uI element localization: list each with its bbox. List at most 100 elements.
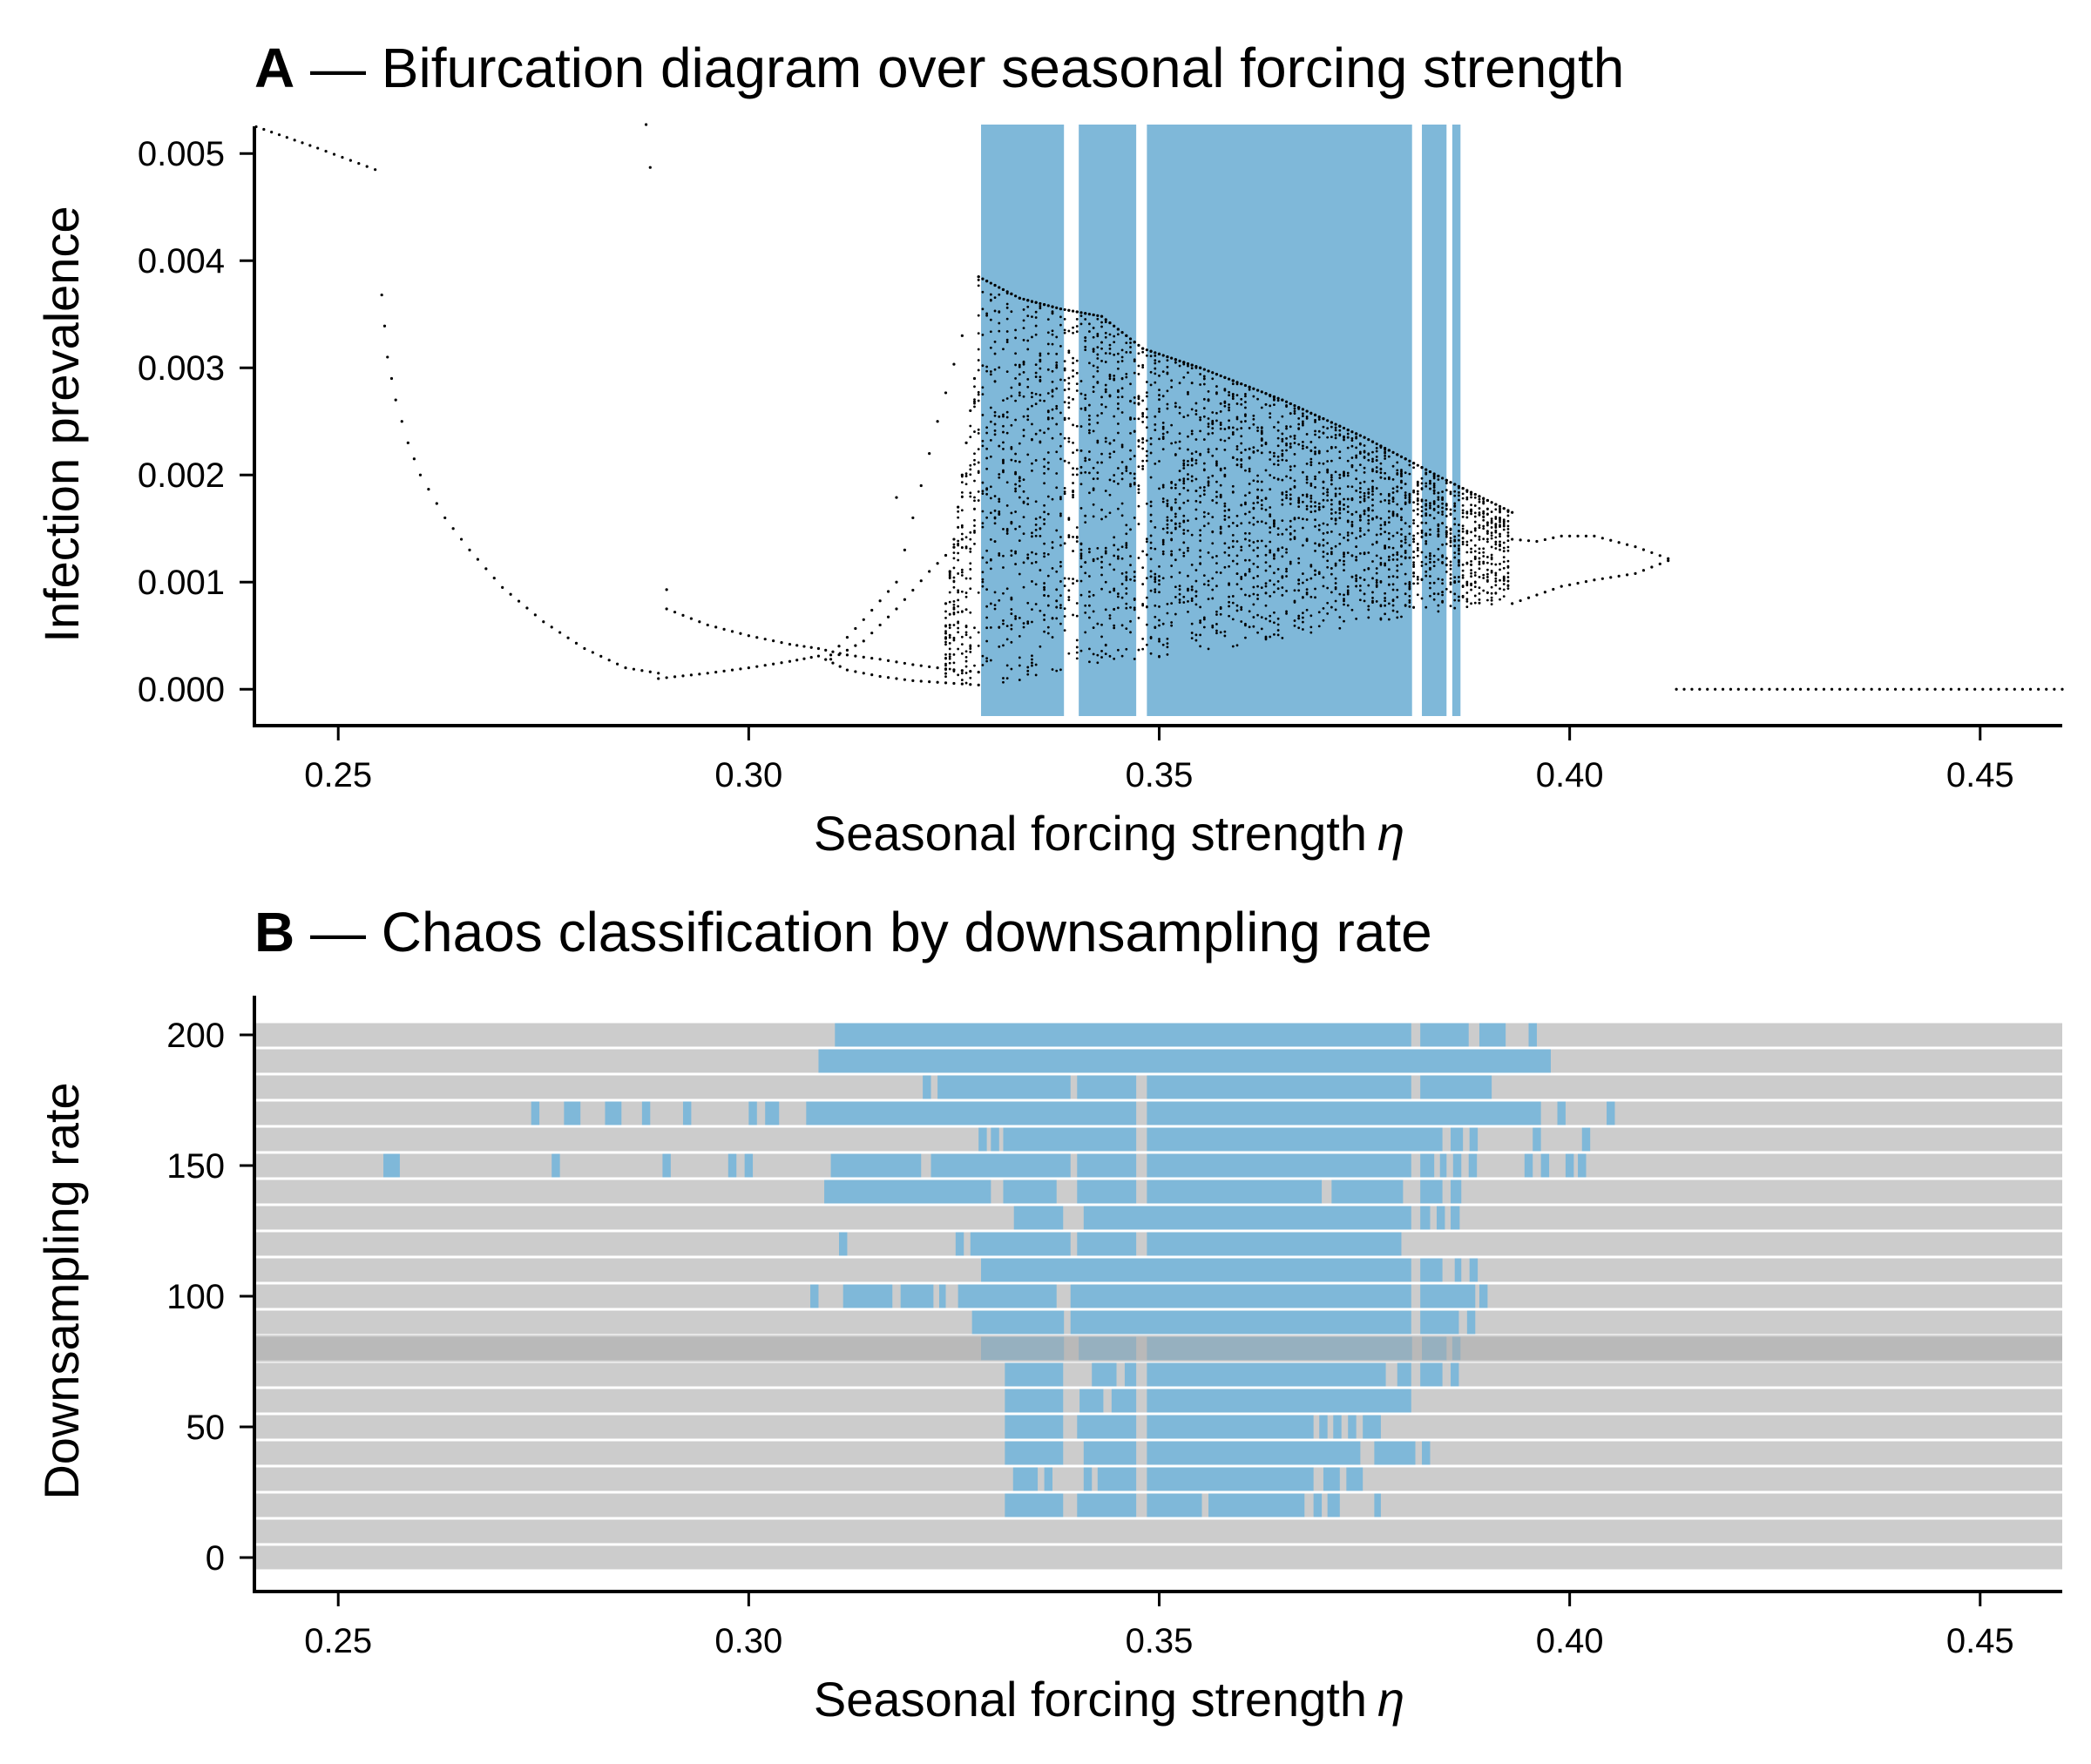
data-point	[1002, 566, 1005, 569]
data-point	[1281, 503, 1284, 506]
data-point	[1092, 559, 1095, 563]
data-point	[973, 518, 976, 522]
data-point	[1166, 526, 1169, 530]
data-point	[952, 585, 956, 589]
data-point	[1125, 465, 1128, 469]
data-point	[1051, 408, 1054, 411]
data-point	[341, 156, 344, 159]
data-point	[1375, 600, 1378, 603]
data-point	[1079, 449, 1083, 452]
data-point	[1055, 570, 1059, 573]
data-point	[1211, 422, 1215, 426]
data-point	[1461, 511, 1465, 515]
chaotic-segment	[1147, 1153, 1411, 1178]
data-point	[1170, 423, 1174, 427]
data-point	[1400, 539, 1403, 543]
data-point	[870, 656, 874, 660]
data-point	[1441, 555, 1444, 558]
data-point	[1034, 560, 1038, 564]
data-point	[1022, 490, 1025, 493]
data-point	[1400, 479, 1403, 483]
data-point	[1416, 549, 1419, 552]
data-point	[1453, 523, 1457, 526]
data-point	[1301, 420, 1304, 423]
data-point	[1166, 602, 1169, 605]
data-point	[1309, 625, 1313, 629]
data-point	[1420, 564, 1424, 567]
chaotic-segment	[1469, 1127, 1479, 1152]
data-point	[960, 590, 964, 593]
data-point	[1379, 532, 1383, 536]
data-point	[1137, 616, 1140, 619]
data-point	[1039, 305, 1042, 308]
x-tick-label: 0.25	[304, 1622, 372, 1660]
data-point	[1252, 422, 1255, 426]
data-point	[1046, 304, 1050, 308]
data-point	[1461, 543, 1465, 546]
data-point	[755, 665, 759, 668]
data-point	[1264, 544, 1268, 548]
data-point	[1470, 602, 1472, 605]
data-point	[1281, 498, 1284, 502]
data-point	[998, 476, 1001, 479]
data-point	[1264, 604, 1268, 607]
data-point	[977, 399, 980, 402]
data-point	[1158, 410, 1161, 413]
data-point	[1051, 668, 1054, 671]
data-point	[1387, 510, 1391, 513]
data-point	[1470, 510, 1472, 513]
data-point	[1043, 465, 1046, 469]
data-point	[973, 664, 976, 667]
data-point	[1059, 564, 1062, 568]
data-point	[1199, 429, 1202, 433]
data-point	[1149, 349, 1153, 353]
data-point	[1051, 546, 1054, 550]
data-point	[1161, 550, 1165, 553]
data-point	[1092, 313, 1095, 317]
data-point	[1387, 516, 1391, 519]
data-point	[1482, 527, 1485, 531]
data-point	[1158, 605, 1161, 608]
data-point	[1031, 422, 1033, 426]
data-point	[1445, 482, 1448, 484]
x-tick-label: 0.25	[304, 756, 372, 794]
data-point	[1010, 596, 1013, 599]
data-point	[1285, 551, 1288, 554]
data-point	[1161, 485, 1165, 489]
data-point	[1478, 591, 1481, 595]
data-point	[969, 495, 972, 498]
data-point	[1506, 579, 1510, 583]
data-point	[1125, 647, 1128, 651]
data-point	[1256, 397, 1259, 401]
data-point	[1408, 594, 1411, 598]
data-point	[1363, 495, 1366, 497]
data-point	[1269, 579, 1272, 582]
data-point	[1473, 544, 1477, 547]
data-point	[1346, 505, 1350, 509]
data-point	[1034, 500, 1038, 504]
data-point	[1334, 564, 1337, 567]
data-point	[1441, 502, 1444, 505]
data-point	[1424, 499, 1428, 502]
data-point	[1391, 604, 1395, 607]
data-point	[1305, 433, 1309, 436]
data-point	[948, 577, 951, 580]
data-point	[1343, 598, 1345, 601]
data-point	[1063, 607, 1066, 611]
data-point	[1244, 573, 1247, 577]
data-point	[952, 607, 956, 611]
data-point	[1010, 511, 1013, 515]
y-tick-label: 0.002	[138, 456, 225, 495]
row-30	[256, 1467, 2062, 1491]
data-point	[1391, 599, 1395, 603]
data-point	[964, 546, 968, 550]
data-point	[944, 681, 948, 685]
data-point	[1285, 612, 1288, 615]
data-point	[1034, 375, 1038, 378]
data-point	[1079, 392, 1083, 395]
data-point	[1330, 503, 1333, 506]
data-point	[1490, 537, 1493, 540]
data-point	[1133, 455, 1136, 457]
data-point	[1084, 397, 1087, 401]
data-point	[1412, 501, 1416, 504]
